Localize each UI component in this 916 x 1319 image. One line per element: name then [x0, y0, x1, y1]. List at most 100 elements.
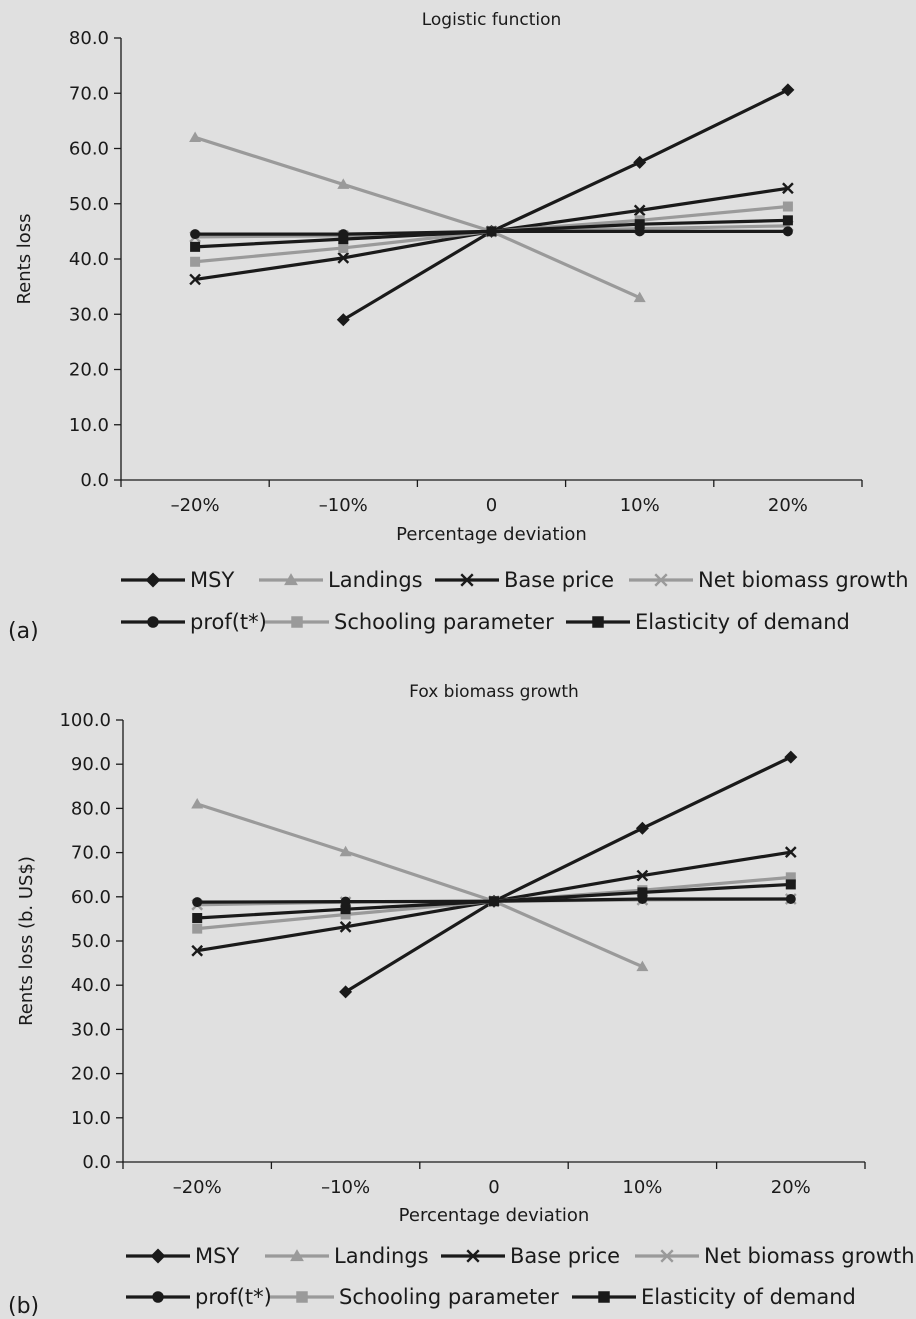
- elasticity-of-demand-point: [190, 241, 201, 252]
- schooling-parameter-point: [340, 909, 351, 920]
- legend-label: Base price: [510, 1244, 620, 1268]
- series-elasticity-of-demand: [192, 879, 796, 924]
- legend-item-net-biomass-growth: Net biomass growth: [629, 568, 909, 592]
- legend-item-schooling-parameter: Schooling parameter: [270, 1285, 559, 1309]
- prof-t-point: [782, 226, 793, 237]
- y-tick-label: 10.0: [71, 1108, 111, 1129]
- legend-marker: [291, 616, 303, 628]
- panel-letter: (b): [8, 1294, 39, 1319]
- legend-marker: [466, 1249, 480, 1263]
- elasticity-of-demand-point: [637, 887, 648, 898]
- prof-t-point: [785, 894, 796, 905]
- legend-item-elasticity-of-demand: Elasticity of demand: [566, 610, 850, 634]
- y-axis-label: Rents loss (b. US$): [16, 856, 37, 1026]
- landings-point: [337, 178, 350, 189]
- msy-point: [336, 313, 350, 327]
- legend-label: Elasticity of demand: [641, 1285, 856, 1309]
- legend-item-base-price: Base price: [441, 1244, 620, 1268]
- msy-line: [342, 88, 789, 322]
- y-tick-label: 50.0: [71, 931, 111, 952]
- base-price-point: [339, 921, 352, 933]
- elasticity-of-demand-point: [785, 879, 796, 890]
- x-tick-label: 10%: [622, 1177, 662, 1198]
- x-tick-label: –10%: [321, 1177, 370, 1198]
- x-tick-label: –20%: [173, 1177, 222, 1198]
- schooling-parameter-point: [782, 201, 793, 212]
- landings-point: [191, 797, 204, 809]
- legend-label: Landings: [328, 568, 423, 592]
- elasticity-of-demand-point: [192, 913, 203, 924]
- panel-letter: (a): [8, 619, 39, 644]
- x-tick-label: 20%: [771, 1177, 811, 1198]
- y-tick-label: 10.0: [69, 415, 109, 436]
- legend-item-elasticity-of-demand: Elasticity of demand: [572, 1285, 856, 1309]
- legend-marker: [592, 616, 604, 628]
- y-tick-label: 0.0: [80, 470, 109, 491]
- x-tick-label: 0: [486, 495, 497, 516]
- x-tick-label: –10%: [319, 495, 368, 516]
- legend-item-net-biomass-growth: Net biomass growth: [635, 1244, 915, 1268]
- landings-point: [189, 131, 202, 142]
- legend-label: MSY: [195, 1244, 239, 1268]
- msy-point: [781, 83, 795, 97]
- legend-item-prof-t: prof(t*): [121, 610, 267, 634]
- y-tick-label: 30.0: [71, 1019, 111, 1040]
- y-axis-label: Rents loss: [14, 213, 35, 304]
- legend-label: Schooling parameter: [339, 1285, 559, 1309]
- legend-label: Schooling parameter: [334, 610, 554, 634]
- landings-point: [636, 960, 649, 972]
- panel-b-legend: MSY Landings Base price Net biomass growth p…: [126, 1244, 915, 1309]
- landings-point: [339, 845, 352, 857]
- legend-label: Base price: [504, 568, 614, 592]
- schooling-parameter-point: [338, 242, 349, 253]
- y-tick-label: 90.0: [71, 754, 111, 775]
- x-tick-label: 0: [488, 1177, 499, 1198]
- schooling-parameter-point: [192, 923, 203, 934]
- y-tick-label: 20.0: [69, 360, 109, 381]
- landings-line: [194, 135, 641, 300]
- legend-label: MSY: [190, 568, 234, 592]
- elasticity-of-demand-point: [340, 904, 351, 915]
- x-tick-label: 10%: [620, 495, 660, 516]
- base-price-point: [189, 273, 201, 286]
- y-tick-label: 70.0: [71, 843, 111, 864]
- legend-marker: [147, 616, 159, 628]
- y-tick-label: 0.0: [82, 1152, 111, 1173]
- panel-a-legend: MSY Landings Base price Net biomass growth p…: [121, 568, 909, 634]
- y-tick-label: 100.0: [59, 710, 111, 731]
- y-tick-label: 40.0: [71, 975, 111, 996]
- landings-point: [633, 291, 646, 303]
- chart-title: Fox biomass growth: [409, 682, 579, 702]
- msy-point: [339, 985, 353, 999]
- base-price-point: [633, 204, 646, 217]
- legend-item-prof-t: prof(t*): [126, 1285, 272, 1309]
- legend-marker: [660, 1249, 674, 1263]
- legend-marker: [150, 1248, 166, 1264]
- base-price-point: [784, 846, 797, 859]
- legend-item-msy: MSY: [121, 568, 234, 592]
- legend-marker: [145, 572, 161, 588]
- legend-marker: [654, 573, 668, 587]
- panel-a-chart: Logistic function 0.0 10.0 20.0 30.0 40.0 50.0…: [8, 10, 909, 644]
- legend-item-landings: Landings: [265, 1244, 429, 1268]
- y-tick-label: 60.0: [69, 139, 109, 160]
- legend-label: prof(t*): [190, 610, 267, 634]
- chart-title: Logistic function: [422, 10, 562, 30]
- x-tick-label: 20%: [768, 495, 808, 516]
- y-tick-label: 60.0: [71, 887, 111, 908]
- y-tick-label: 40.0: [69, 249, 109, 270]
- legend-marker: [290, 1249, 304, 1262]
- elasticity-of-demand-point: [782, 215, 793, 226]
- panel-b-chart: Fox biomass growth 0.0 10.0 20.0 30.0 40.0 50.…: [8, 682, 915, 1319]
- y-tick-label: 70.0: [69, 83, 109, 104]
- legend-item-base-price: Base price: [435, 568, 614, 592]
- prof-t-point: [192, 897, 203, 908]
- msy-line: [344, 755, 792, 994]
- legend-marker: [296, 1291, 308, 1303]
- x-axis-label: Percentage deviation: [396, 524, 587, 545]
- legend-label: Net biomass growth: [704, 1244, 915, 1268]
- legend-label: Landings: [334, 1244, 429, 1268]
- series-msy: [339, 750, 798, 999]
